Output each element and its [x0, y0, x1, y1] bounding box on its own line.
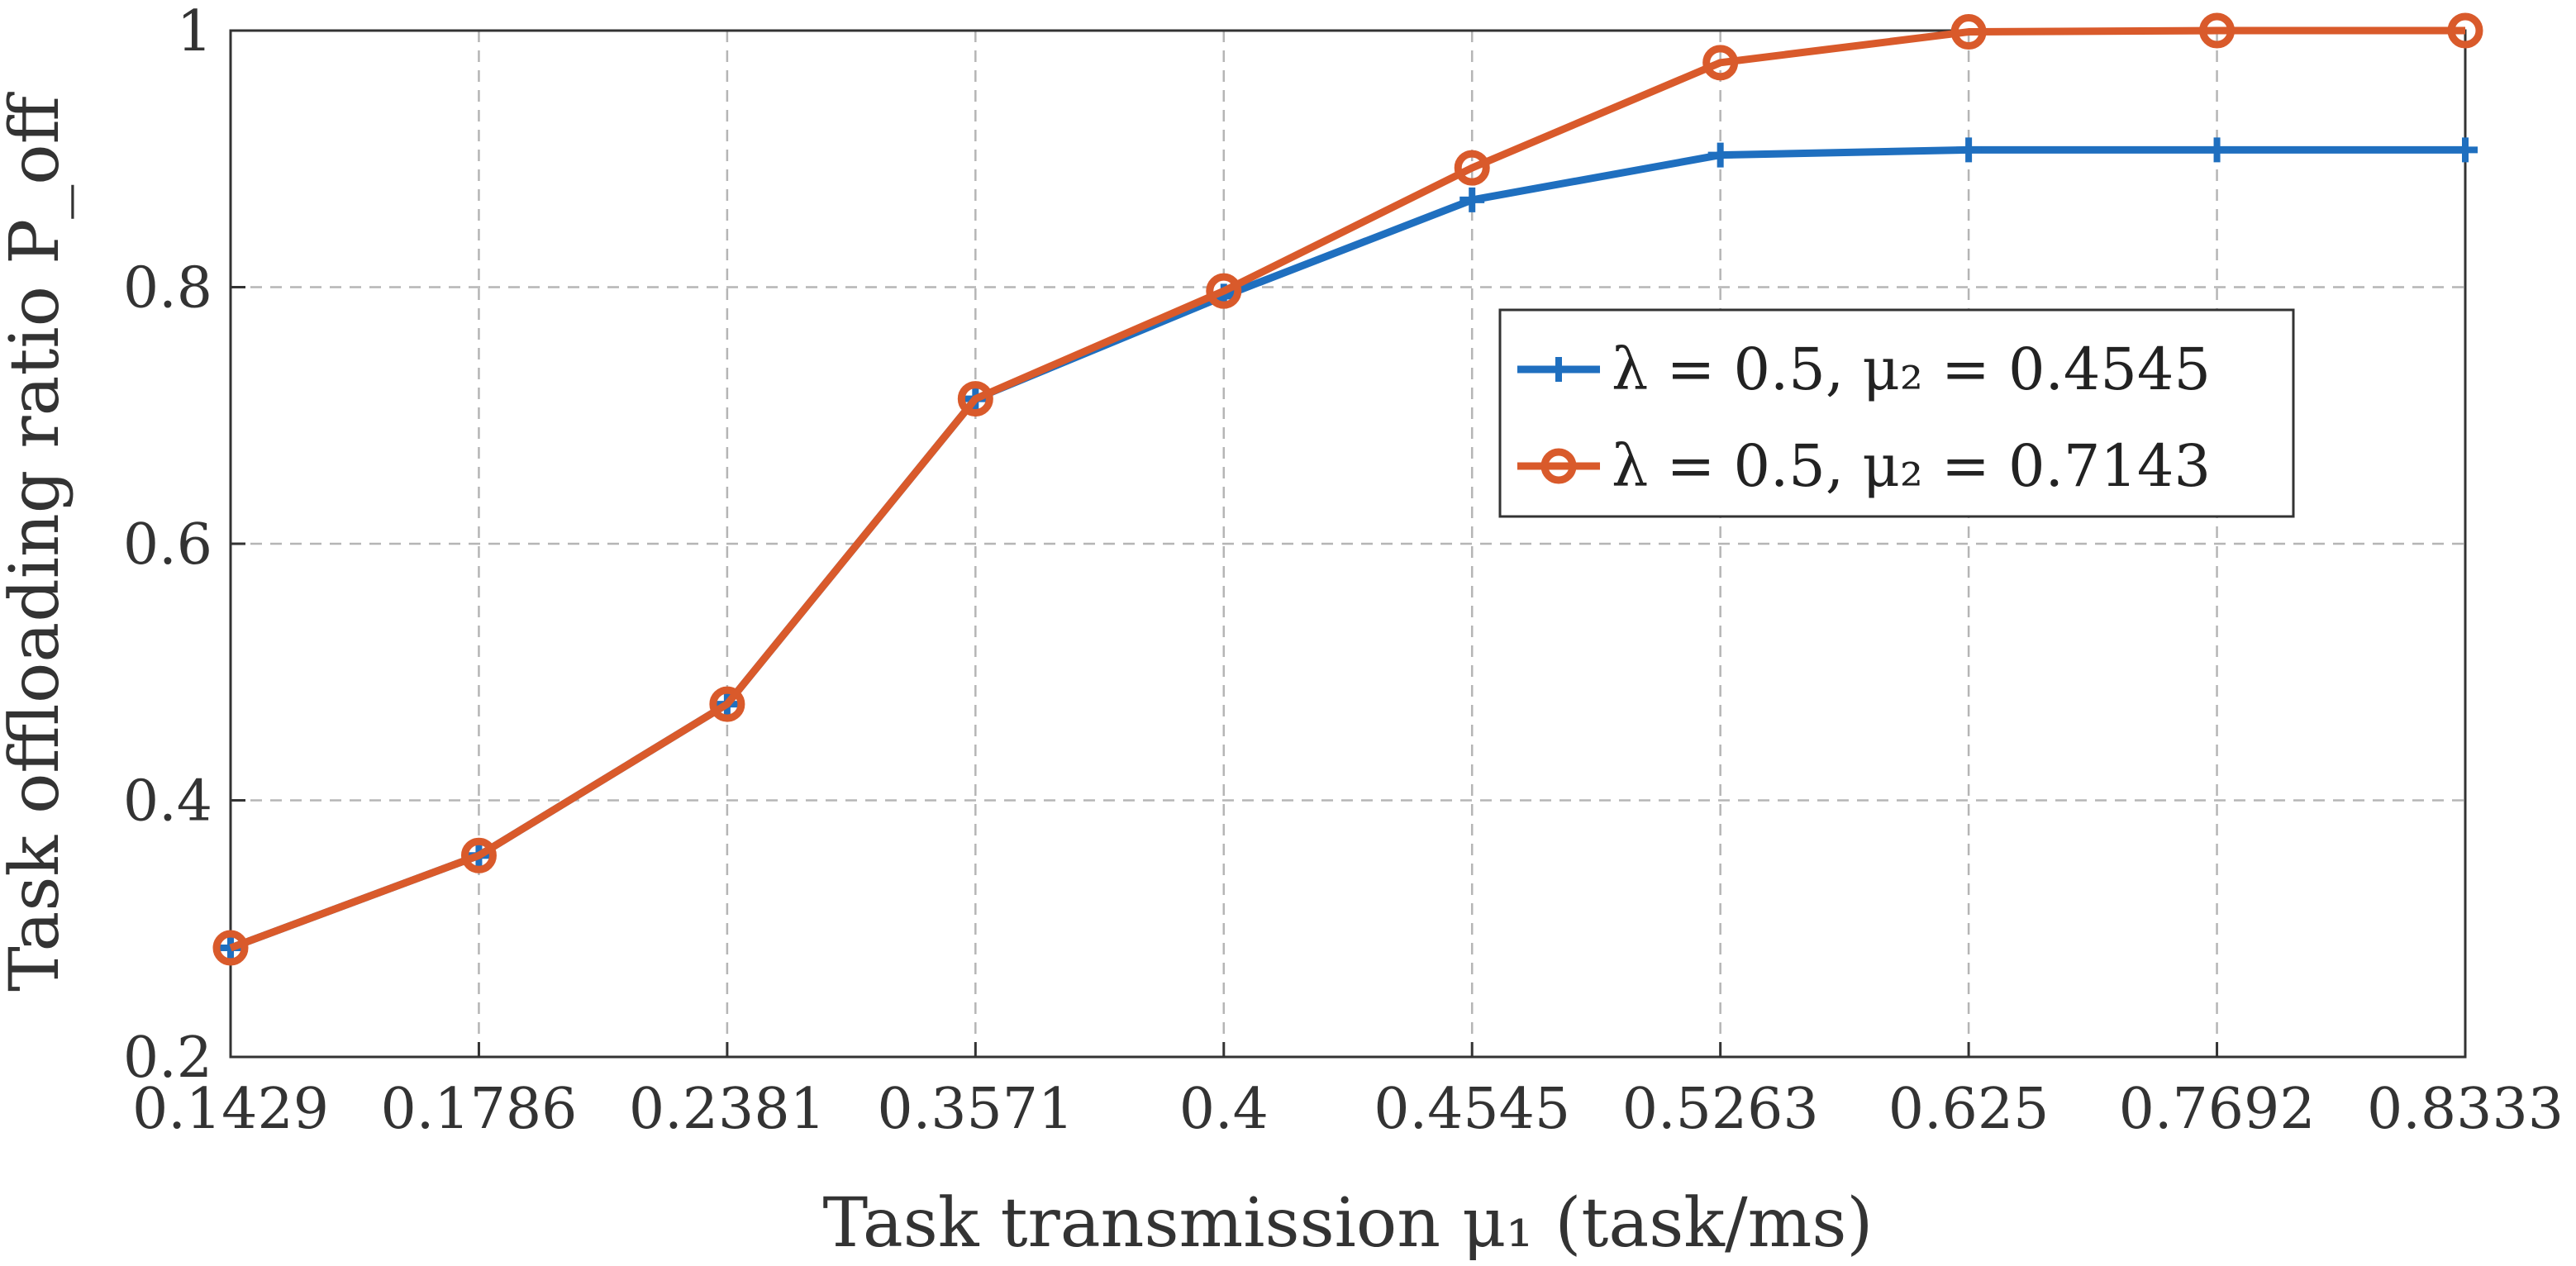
x-tick-label: 0.7692: [2119, 1077, 2316, 1142]
circle-marker: [957, 381, 993, 417]
circle-marker: [1454, 150, 1490, 186]
x-tick-label: 0.1786: [380, 1077, 577, 1142]
legend-items: λ = 0.5, μ₂ = 0.4545 λ = 0.5, μ₂ = 0.7143: [1517, 336, 2211, 500]
circle-marker: [1206, 273, 1242, 309]
y-tick-label: 0.6: [123, 512, 212, 578]
x-tick-label: 0.1429: [132, 1077, 329, 1142]
series-line: [229, 26, 2465, 952]
y-tick-label: 0.2: [123, 1026, 212, 1091]
x-tick-label: 0.5263: [1622, 1077, 1819, 1142]
x-tick-label: 0.2381: [629, 1077, 826, 1142]
legend: λ = 0.5, μ₂ = 0.4545 λ = 0.5, μ₂ = 0.7143: [1498, 308, 2295, 518]
x-axis-label: Task transmission μ₁ (task/ms): [823, 1184, 1874, 1263]
series-2: [212, 12, 2483, 966]
circle-marker: [1540, 448, 1577, 484]
y-tick-label: 0.8: [123, 256, 212, 321]
y-tick-label: 1: [177, 0, 212, 64]
x-tick-label: 0.8333: [2367, 1077, 2564, 1142]
x-tick-label: 0.4545: [1374, 1077, 1570, 1142]
legend-item: λ = 0.5, μ₂ = 0.4545: [1517, 336, 2211, 403]
plus-marker: [1956, 137, 1982, 163]
circle-marker: [2199, 12, 2236, 49]
legend-item: λ = 0.5, μ₂ = 0.7143: [1517, 432, 2211, 500]
legend-label: λ = 0.5, μ₂ = 0.7143: [1612, 432, 2211, 500]
x-tick-label: 0.3571: [877, 1077, 1074, 1142]
circle-marker: [460, 837, 497, 873]
y-tick-label: 0.4: [123, 769, 212, 835]
series-layer: [212, 12, 2483, 966]
circle-marker: [2447, 12, 2483, 49]
y-axis-label: Task offloading ratio P_off: [0, 91, 74, 991]
x-axis-ticks: 0.1429 0.1786 0.2381 0.3571 0.4 0.4545 0.5263 0…: [132, 1042, 2564, 1142]
plus-marker: [1459, 187, 1485, 212]
x-tick-label: 0.4: [1179, 1077, 1269, 1142]
grid: [231, 31, 2465, 1057]
legend-box: [1498, 308, 2295, 518]
circle-marker: [1950, 14, 1987, 50]
circle-marker: [709, 686, 745, 722]
x-tick-label: 0.625: [1888, 1077, 2050, 1142]
plus-marker: [1546, 357, 1571, 382]
y-axis-ticks: 0.2 0.4 0.6 0.8 1: [123, 0, 245, 1091]
circle-marker: [1702, 45, 1739, 81]
plus-marker: [2204, 137, 2230, 163]
legend-label: λ = 0.5, μ₂ = 0.4545: [1612, 336, 2211, 403]
circle-marker: [212, 930, 249, 966]
plus-marker: [1707, 142, 1733, 168]
plus-marker: [2453, 137, 2478, 163]
